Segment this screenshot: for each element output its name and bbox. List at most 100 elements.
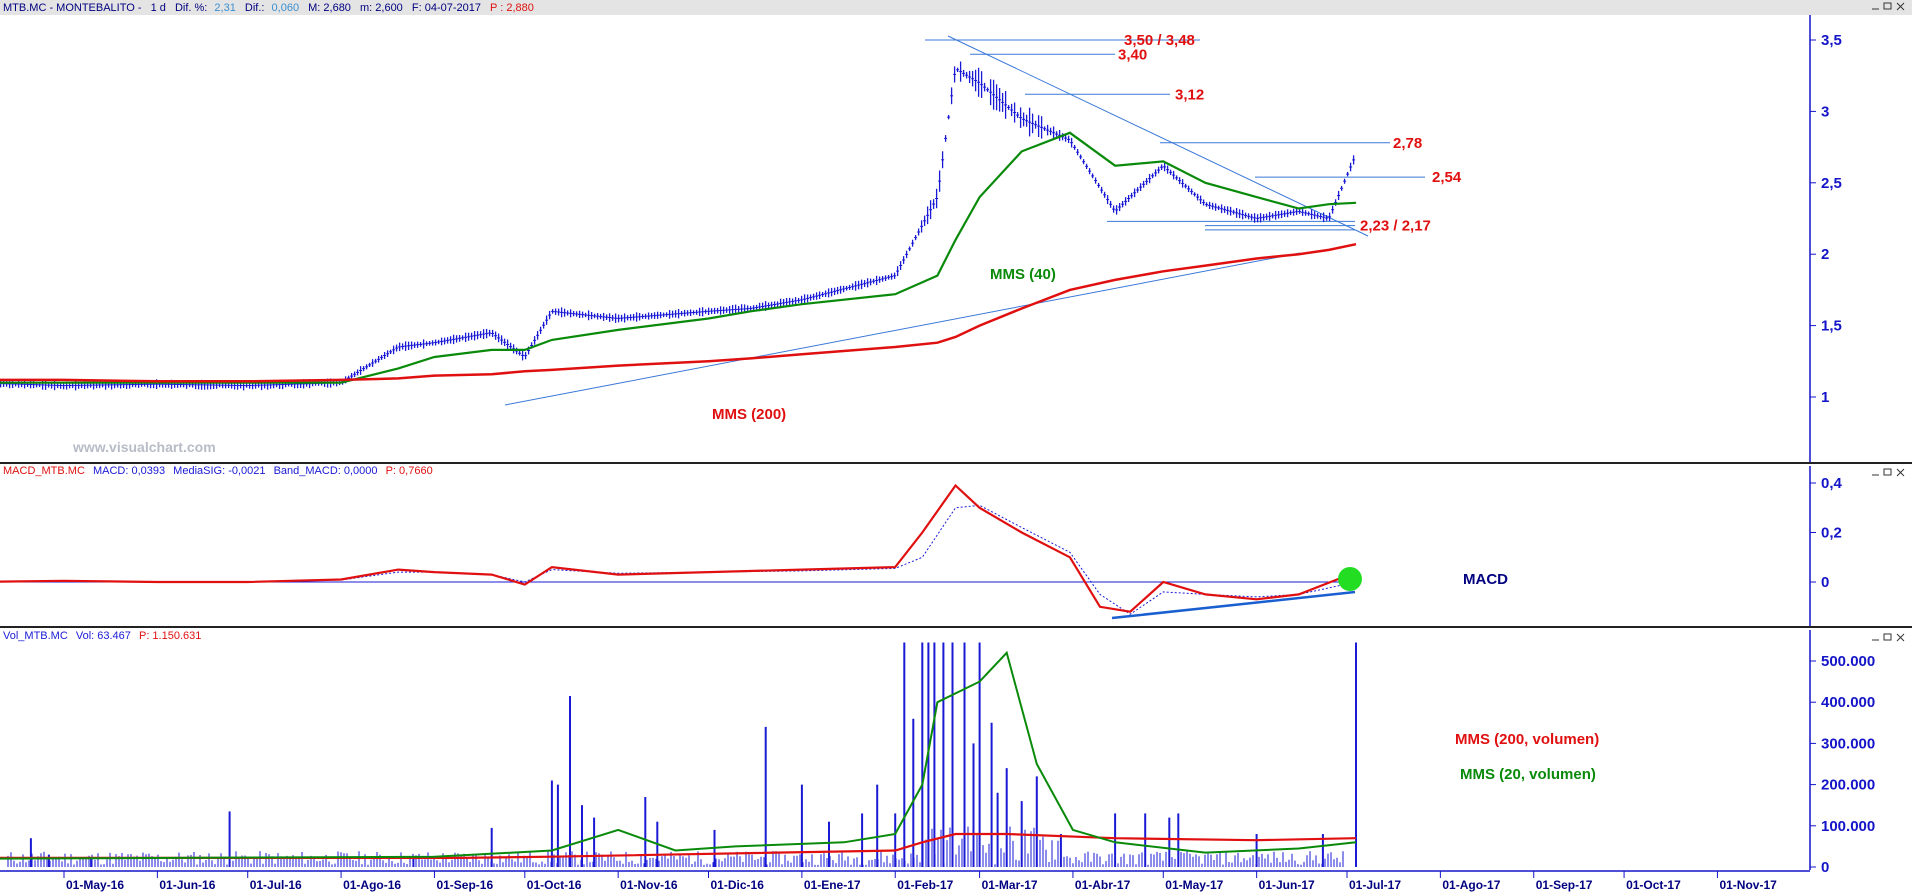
vol-mms20-line <box>0 650 1357 860</box>
macd-header-name: MACD_MTB.MC <box>3 465 85 477</box>
macd-window-controls <box>1872 468 1905 477</box>
mms40-line <box>0 131 1357 384</box>
price-header-close: P : 2,880 <box>490 2 534 14</box>
x-tick-label: 01-Jun-17 <box>1259 878 1315 892</box>
x-tick-label: 01-Oct-17 <box>1626 878 1681 892</box>
y-tick-label: 500.000 <box>1821 653 1875 670</box>
price-y-ticks: 1 1,5 2 2,5 3 3,5 <box>1810 32 1842 406</box>
vol-mms200-line <box>0 832 1357 859</box>
close-icon[interactable] <box>1896 633 1905 642</box>
y-tick-label: 0,2 <box>1821 525 1842 542</box>
x-tick-label: 01-Jul-16 <box>250 878 302 892</box>
price-trendlines <box>504 35 1369 406</box>
x-tick-label: 01-Sep-16 <box>436 878 493 892</box>
volume-header-name: Vol_MTB.MC <box>3 630 68 642</box>
volume-header: Vol_MTB.MC Vol: 63.467 P: 1.150.631 <box>3 630 201 642</box>
macd-y-ticks: 0 0,2 0,4 <box>1810 475 1843 591</box>
maximize-icon[interactable] <box>1883 468 1892 476</box>
y-tick-label: 200.000 <box>1821 777 1875 794</box>
price-header-symbol: MTB.MC - MONTEBALITO - <box>3 2 142 14</box>
vol-mms200-label: MMS (200, volumen) <box>1455 731 1599 748</box>
watermark: www.visualchart.com <box>72 439 216 455</box>
close-icon[interactable] <box>1896 2 1905 11</box>
price-header-max: M: 2,680 <box>308 2 351 14</box>
mms200-line <box>0 242 1357 383</box>
x-ticks: 01-May-16 01-Jun-16 01-Jul-16 01-Ago-16 01-S… <box>63 871 1777 892</box>
price-header-date: F: 04-07-2017 <box>412 2 481 14</box>
price-header-period: 1 d <box>151 2 166 14</box>
x-tick-label: 01-Ago-16 <box>343 878 401 892</box>
price-header-dif-value: 0,060 <box>272 2 300 14</box>
y-tick-label: 0,4 <box>1821 475 1843 492</box>
macd-support-line <box>1111 590 1356 620</box>
descending-trendline <box>947 35 1369 237</box>
volume-header-p: P: 1.150.631 <box>139 630 201 642</box>
volume-bars <box>7 642 1357 867</box>
maximize-icon[interactable] <box>1883 2 1892 10</box>
price-ma-lines <box>0 131 1357 384</box>
price-header-dif-label: Dif.: <box>245 2 265 14</box>
y-tick-label: 2,5 <box>1821 175 1842 192</box>
y-tick-label: 2 <box>1821 246 1829 263</box>
y-tick-label: 1,5 <box>1821 318 1842 335</box>
vol-mms20-label: MMS (20, volumen) <box>1460 766 1596 783</box>
price-header-min: m: 2,600 <box>360 2 403 14</box>
level-label: 3,50 / 3,48 <box>1124 32 1195 49</box>
level-label: 2,23 / 2,17 <box>1360 218 1431 235</box>
close-icon[interactable] <box>1896 468 1905 477</box>
macd-label: MACD <box>1463 571 1508 588</box>
level-label: 3,40 <box>1118 46 1147 63</box>
x-tick-label: 01-Abr-17 <box>1075 878 1131 892</box>
y-tick-label: 0 <box>1821 574 1829 591</box>
volume-panel: Vol_MTB.MC Vol: 63.467 P: 1.150.631 0 100… <box>0 630 1905 876</box>
x-tick-label: 01-Jun-16 <box>159 878 215 892</box>
x-tick-label: 01-Ago-17 <box>1442 878 1500 892</box>
volume-window-controls <box>1872 633 1905 642</box>
y-tick-label: 3,5 <box>1821 32 1842 49</box>
x-tick-label: 01-May-17 <box>1165 878 1223 892</box>
highlight-dot <box>1338 567 1362 591</box>
price-level-lines: 3,50 / 3,483,40 3,12 2,78 2,54 2,23 / 2,17 <box>925 32 1462 235</box>
level-label: 3,12 <box>1175 86 1204 103</box>
price-window-controls <box>1872 2 1905 11</box>
x-tick-label: 01-Nov-16 <box>620 878 678 892</box>
x-tick-label: 01-Nov-17 <box>1719 878 1777 892</box>
x-tick-label: 01-Sep-17 <box>1536 878 1593 892</box>
x-tick-label: 01-Jul-17 <box>1349 878 1401 892</box>
mms40-label: MMS (40) <box>990 266 1056 283</box>
macd-line <box>0 483 1357 613</box>
macd-panel: MACD_MTB.MC MACD: 0,0393 MediaSIG: -0,00… <box>0 465 1905 627</box>
macd-header-p: P: 0,7660 <box>386 465 433 477</box>
x-tick-label: 01-Dic-16 <box>711 878 765 892</box>
ascending-trendline <box>504 252 1301 406</box>
macd-header-macd: MACD: 0,0393 <box>93 465 165 477</box>
level-label: 2,78 <box>1393 135 1422 152</box>
x-tick-label: 01-Feb-17 <box>897 878 953 892</box>
y-tick-label: 300.000 <box>1821 735 1875 752</box>
price-panel: MTB.MC - MONTEBALITO - 1 d Dif. %: 2,31 … <box>0 0 1912 463</box>
mms200-label: MMS (200) <box>712 406 786 423</box>
y-tick-label: 0 <box>1821 859 1829 876</box>
volume-y-ticks: 0 100.000 200.000 300.000 400.000 500.000 <box>1810 653 1875 876</box>
y-tick-label: 400.000 <box>1821 694 1875 711</box>
macd-header-band: Band_MACD: 0,0000 <box>274 465 378 477</box>
x-tick-label: 01-Oct-16 <box>527 878 582 892</box>
volume-ma-lines <box>0 650 1357 860</box>
macd-lines <box>0 483 1357 615</box>
macd-header-signal: MediaSIG: -0,0021 <box>173 465 265 477</box>
y-tick-label: 100.000 <box>1821 818 1875 835</box>
x-tick-label: 01-May-16 <box>66 878 124 892</box>
price-header: MTB.MC - MONTEBALITO - 1 d Dif. %: 2,31 … <box>3 2 534 14</box>
y-tick-label: 3 <box>1821 103 1829 120</box>
macd-header: MACD_MTB.MC MACD: 0,0393 MediaSIG: -0,00… <box>3 465 433 477</box>
y-tick-label: 1 <box>1821 389 1829 406</box>
price-header-difpct-label: Dif. %: <box>175 2 207 14</box>
x-tick-label: 01-Ene-17 <box>804 878 861 892</box>
volume-header-vol: Vol: 63.467 <box>76 630 131 642</box>
level-label: 2,54 <box>1432 169 1462 186</box>
x-tick-label: 01-Mar-17 <box>982 878 1038 892</box>
price-header-difpct-value: 2,31 <box>214 2 235 14</box>
maximize-icon[interactable] <box>1883 633 1892 641</box>
